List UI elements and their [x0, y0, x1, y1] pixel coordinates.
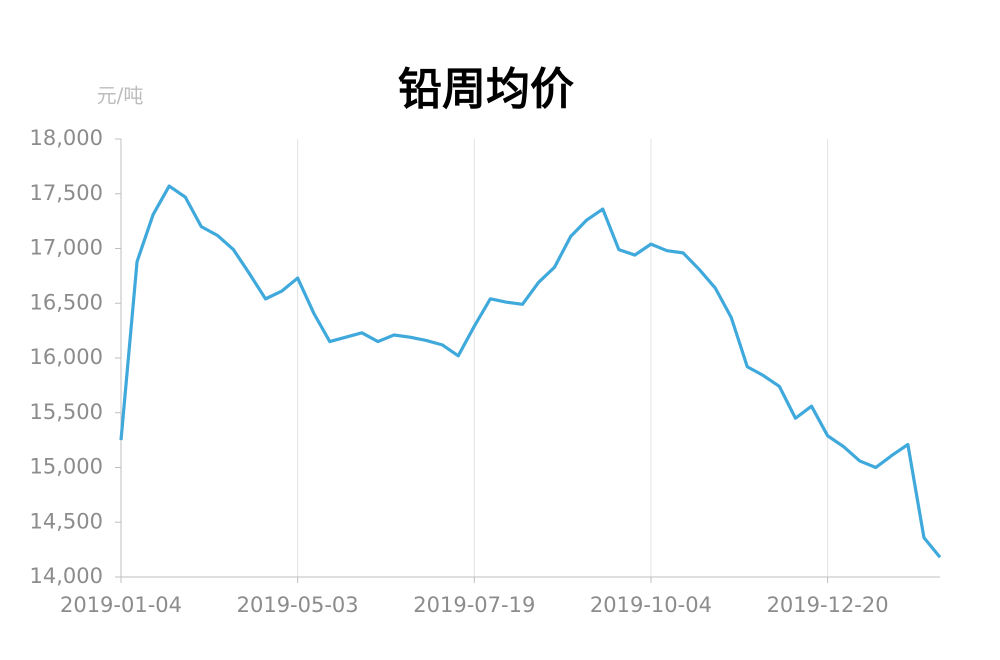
y-tick-label: 14,500	[30, 509, 103, 533]
x-tick-label: 2019-10-04	[590, 593, 712, 617]
y-tick-label: 16,000	[30, 345, 103, 369]
y-tick-label: 17,000	[30, 236, 103, 260]
y-axis-unit: 元/吨	[97, 84, 144, 108]
y-tick-label: 17,500	[30, 181, 103, 205]
x-tick-label: 2019-07-19	[413, 593, 535, 617]
y-tick-label: 18,000	[30, 126, 103, 150]
chart-title: 铅周均价	[398, 64, 574, 115]
x-tick-label: 2019-12-20	[767, 593, 889, 617]
y-tick-label: 15,000	[30, 455, 103, 479]
y-tick-label: 16,500	[30, 290, 103, 314]
y-tick-label: 15,500	[30, 400, 103, 424]
y-tick-label: 14,000	[30, 564, 103, 588]
line-series	[119, 184, 942, 559]
x-tick-label: 2019-05-03	[237, 593, 359, 617]
x-tick-label: 2019-01-04	[60, 593, 182, 617]
